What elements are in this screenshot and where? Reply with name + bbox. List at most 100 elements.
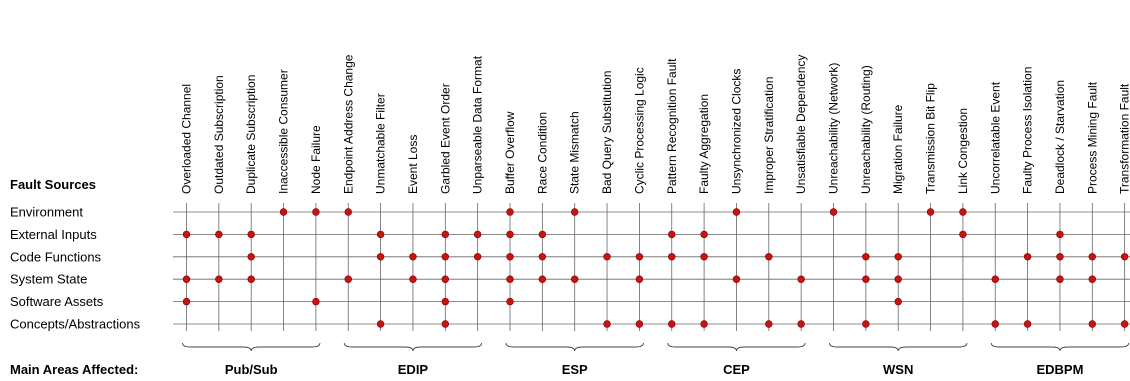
fault-marker (797, 320, 805, 328)
fault-marker (538, 253, 547, 261)
column-label: Endpoint Address Change (341, 54, 355, 194)
column-label: Deadlock / Starvation (1053, 80, 1067, 194)
fault-marker (312, 297, 320, 306)
fault-marker (894, 275, 902, 283)
fault-marker (506, 208, 514, 216)
fault-marker (247, 230, 255, 239)
fault-marker (441, 297, 449, 306)
fault-marker (862, 253, 870, 261)
column-label: Bad Query Substitution (600, 71, 614, 194)
fault-marker (376, 230, 385, 239)
column-label: State Mismatch (568, 111, 582, 194)
group-brace (182, 342, 321, 352)
group-label: CEP (723, 362, 750, 377)
fault-marker (409, 253, 417, 261)
fault-marker (1088, 253, 1097, 261)
group-brace (343, 342, 483, 352)
column-label: Unreachability (Network) (827, 63, 841, 194)
column-label: Pattern Recognition Fault (665, 58, 679, 194)
fault-marker (1120, 320, 1129, 328)
fault-marker (344, 275, 352, 283)
fault-marker (409, 275, 417, 283)
fault-marker (700, 230, 708, 239)
group-brace (990, 342, 1130, 352)
column-label: Cyclic Processing Logic (632, 67, 646, 194)
fault-marker (473, 230, 482, 239)
fault-marker (376, 253, 385, 261)
column-label: Faulty Process Isolation (1021, 67, 1035, 194)
fault-marker (959, 208, 967, 216)
fault-marker (247, 253, 255, 261)
fault-marker (765, 253, 773, 261)
row-label: System State (10, 272, 87, 287)
group-label: EDBPM (1036, 362, 1083, 377)
column-label: Node Failure (309, 125, 323, 194)
fault-marker (668, 253, 676, 261)
fault-marker (635, 320, 644, 328)
fault-marker (635, 253, 644, 261)
fault-marker (1056, 275, 1064, 283)
fault-marker (182, 230, 191, 239)
group-brace (829, 342, 968, 352)
fault-marker (312, 208, 320, 216)
row-label: Environment (10, 205, 83, 220)
column-label: Process Mining Fault (1085, 81, 1099, 194)
row-label: Concepts/Abstractions (10, 317, 141, 332)
column-label: Link Congestion (956, 108, 970, 194)
group-brace (667, 342, 806, 352)
fault-marker (215, 275, 223, 283)
group-label: ESP (562, 362, 588, 377)
fault-marker (1120, 253, 1129, 261)
row-label: Code Functions (10, 249, 102, 264)
group-labels: Pub/Sub EDIP ESP CEP WSN EDBPM (225, 362, 1084, 377)
column-label: Migration Failure (891, 104, 905, 194)
group-label: EDIP (398, 362, 429, 377)
fault-marker (182, 297, 191, 306)
column-label: Faulty Aggregation (697, 94, 711, 194)
fault-marker (215, 230, 223, 239)
fault-marker (959, 230, 967, 239)
fault-marker (829, 208, 838, 216)
group-label: WSN (883, 362, 913, 377)
fault-marker (862, 320, 870, 328)
fault-marker (1023, 320, 1032, 328)
fault-marker (635, 275, 644, 283)
fault-marker (700, 253, 708, 261)
column-label: Uncorrelatable Event (988, 81, 1002, 194)
column-label: Transmission Bit Flip (924, 83, 938, 194)
fault-marker (1056, 230, 1064, 239)
row-label: Software Assets (10, 294, 104, 309)
fault-marker (1023, 253, 1032, 261)
fault-marker (603, 253, 611, 261)
fault-marker (441, 320, 449, 328)
column-label: Garbled Event Order (438, 83, 452, 194)
fault-marker (376, 320, 385, 328)
fault-marker (862, 275, 870, 283)
fault-marker (441, 275, 449, 283)
fault-marker (247, 275, 255, 283)
column-label: Outdated Subscription (212, 75, 226, 194)
fault-marker (603, 320, 611, 328)
column-label: Inaccessible Consumer (277, 69, 291, 194)
fault-marker (991, 275, 999, 283)
fault-marker (570, 275, 579, 283)
column-label: Event Loss (406, 135, 420, 194)
fault-marker (732, 208, 741, 216)
fault-marker (441, 230, 449, 239)
fault-marker (538, 230, 547, 239)
column-label: Unsynchronized Clocks (729, 69, 743, 194)
group-braces (182, 342, 1130, 352)
column-label: Unsatisfiable Dependency (794, 55, 808, 194)
column-label: Unmatchable Filter (374, 93, 388, 194)
fault-marker (1088, 320, 1097, 328)
group-brace (505, 342, 644, 352)
fault-marker (765, 320, 773, 328)
fault-sources-heading: Fault Sources (10, 177, 96, 192)
fault-marker (344, 208, 352, 216)
column-label: Race Condition (535, 112, 549, 194)
fault-marker (894, 253, 902, 261)
fault-marker (732, 275, 741, 283)
fault-marker (441, 253, 449, 261)
fault-marker (926, 208, 935, 216)
fault-marker (473, 253, 482, 261)
